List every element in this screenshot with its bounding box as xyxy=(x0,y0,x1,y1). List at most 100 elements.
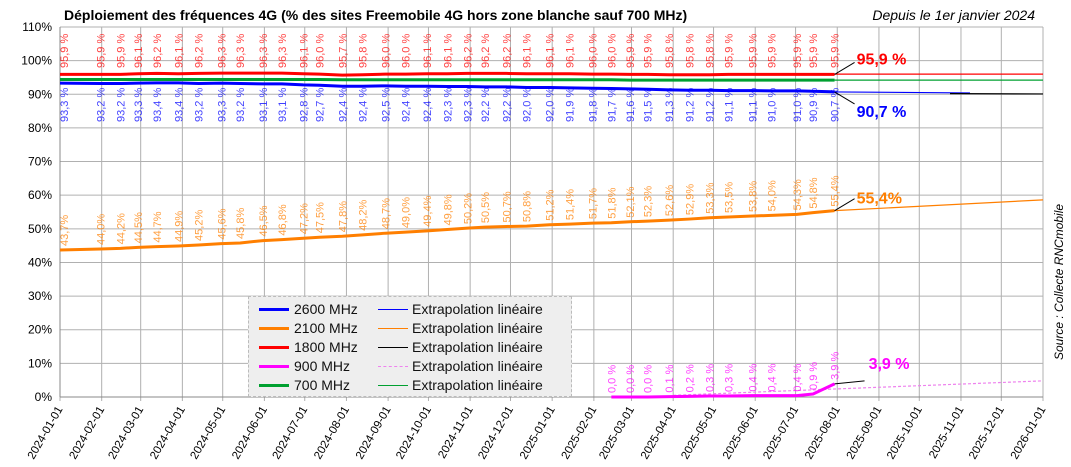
legend-extrapolation-swatch xyxy=(378,328,408,329)
data-label: 95,9 % xyxy=(723,34,735,68)
data-label: 92,3 % xyxy=(442,88,454,122)
data-label: 52,1% xyxy=(625,186,637,217)
x-tick-label: 2024-04-01 xyxy=(148,405,188,462)
data-label: 92,3 % xyxy=(462,88,474,122)
legend-item: 900 MHz Extrapolation linéaire xyxy=(259,357,571,376)
legend-label: 900 MHz xyxy=(294,358,351,374)
y-tick-label: 50% xyxy=(28,222,52,236)
data-label: 95,7 % xyxy=(337,34,349,68)
data-label: 95,9 % xyxy=(766,34,778,68)
data-label: 53,3% xyxy=(705,182,717,213)
data-label: 53,8% xyxy=(748,181,760,212)
data-label: 96,2 % xyxy=(462,34,474,68)
data-label: 46,8% xyxy=(277,204,289,235)
data-label: 54,8% xyxy=(808,177,820,208)
legend-swatch xyxy=(259,365,289,368)
x-tick-label: 2025-10-01 xyxy=(885,405,925,462)
data-label: 96,1 % xyxy=(133,34,145,68)
legend-swatch xyxy=(259,308,289,311)
legend-label: 1800 MHz xyxy=(294,339,358,355)
data-label: 93,4 % xyxy=(152,88,164,122)
x-tick-label: 2025-12-01 xyxy=(967,404,1007,461)
data-label: 96,0 % xyxy=(380,34,392,68)
data-label: 3,9 % xyxy=(830,352,842,380)
data-label: 91,6 % xyxy=(625,88,637,122)
x-tick-label: 2025-11-01 xyxy=(927,405,966,461)
data-label: 96,0 % xyxy=(606,34,618,68)
data-label: 45,8% xyxy=(235,208,247,239)
data-label: 47,2% xyxy=(298,203,310,234)
data-label: 95,9 % xyxy=(625,34,637,68)
data-label: 92,0 % xyxy=(544,88,556,122)
legend-extrapolation-swatch xyxy=(378,366,408,367)
data-label: 44,5% xyxy=(133,212,145,243)
y-tick-label: 0% xyxy=(35,390,53,404)
callout-line xyxy=(834,198,855,212)
data-label: 52,6% xyxy=(664,185,676,216)
data-label: 96,1 % xyxy=(565,34,577,68)
data-label: 91,0 % xyxy=(792,88,804,122)
data-label: 51,2% xyxy=(544,189,556,220)
data-label: 93,3 % xyxy=(216,88,228,122)
legend-label: 2600 MHz xyxy=(294,301,358,317)
y-tick-label: 100% xyxy=(21,54,52,68)
data-label: 96,3 % xyxy=(258,34,270,68)
data-label: 93,3 % xyxy=(59,88,71,122)
data-label: 93,1 % xyxy=(277,88,289,122)
last-value-callout: 3,9 % xyxy=(869,356,910,373)
data-label: 50,2% xyxy=(462,193,474,224)
data-label: 92,2 % xyxy=(480,88,492,122)
chart-subtitle: Depuis le 1er janvier 2024 xyxy=(872,7,1035,23)
x-tick-label: 2025-03-01 xyxy=(597,405,637,462)
data-label: 93,2 % xyxy=(194,88,206,122)
x-tick-label: 2025-01-01 xyxy=(518,405,558,462)
data-label: 49,8% xyxy=(442,194,454,225)
data-label: 50,8% xyxy=(522,191,534,222)
data-label: 96,3 % xyxy=(216,34,228,68)
data-label: 91,2 % xyxy=(684,88,696,122)
data-label: 96,1 % xyxy=(422,34,434,68)
legend-extrapolation-swatch xyxy=(378,347,408,348)
callout-line xyxy=(834,61,855,75)
data-label: 0,9 % xyxy=(808,362,820,390)
data-label: 92,4 % xyxy=(337,88,349,122)
legend-swatch xyxy=(259,384,289,387)
data-label: 92,8 % xyxy=(298,88,310,122)
y-tick-label: 80% xyxy=(28,121,52,135)
data-label: 91,9 % xyxy=(565,88,577,122)
data-label: 93,3 % xyxy=(133,88,145,122)
extrapolation-line-2600-MHz xyxy=(834,91,971,94)
y-tick-label: 20% xyxy=(28,323,52,337)
legend-swatch xyxy=(259,327,289,330)
data-label: 96,1 % xyxy=(522,34,534,68)
data-label: 0,4 % xyxy=(766,363,778,391)
legend-label: 700 MHz xyxy=(294,377,351,393)
legend-extrapolation-swatch xyxy=(378,309,408,310)
data-label: 96,2 % xyxy=(152,34,164,68)
data-label: 95,8 % xyxy=(705,34,717,68)
y-tick-label: 30% xyxy=(28,289,52,303)
data-label: 44,9% xyxy=(173,211,185,242)
data-label: 92,2 % xyxy=(501,88,513,122)
last-value-callout: 90,7 % xyxy=(857,104,907,121)
data-label: 92,4 % xyxy=(358,88,370,122)
data-label: 43,7% xyxy=(59,215,71,246)
data-label: 92,5 % xyxy=(380,88,392,122)
callout-line xyxy=(834,380,865,385)
data-label: 96,1 % xyxy=(442,34,454,68)
data-label: 90,7 % xyxy=(830,88,842,122)
data-label: 96,1 % xyxy=(298,34,310,68)
data-label: 91,8 % xyxy=(588,88,600,122)
extrapolation-line-900-MHz xyxy=(673,380,1044,396)
data-label: 96,1 % xyxy=(544,34,556,68)
data-label: 96,1 % xyxy=(173,34,185,68)
data-label: 95,9 % xyxy=(116,34,128,68)
data-label: 96,3 % xyxy=(277,34,289,68)
data-label: 96,2 % xyxy=(501,34,513,68)
last-value-callout: 95,9 % xyxy=(857,51,907,68)
legend-item: 2600 MHz Extrapolation linéaire xyxy=(259,300,571,319)
data-label: 95,9 % xyxy=(95,34,107,68)
legend-label: 2100 MHz xyxy=(294,320,358,336)
data-label: 0,1 % xyxy=(664,364,676,392)
data-label: 91,1 % xyxy=(748,88,760,122)
